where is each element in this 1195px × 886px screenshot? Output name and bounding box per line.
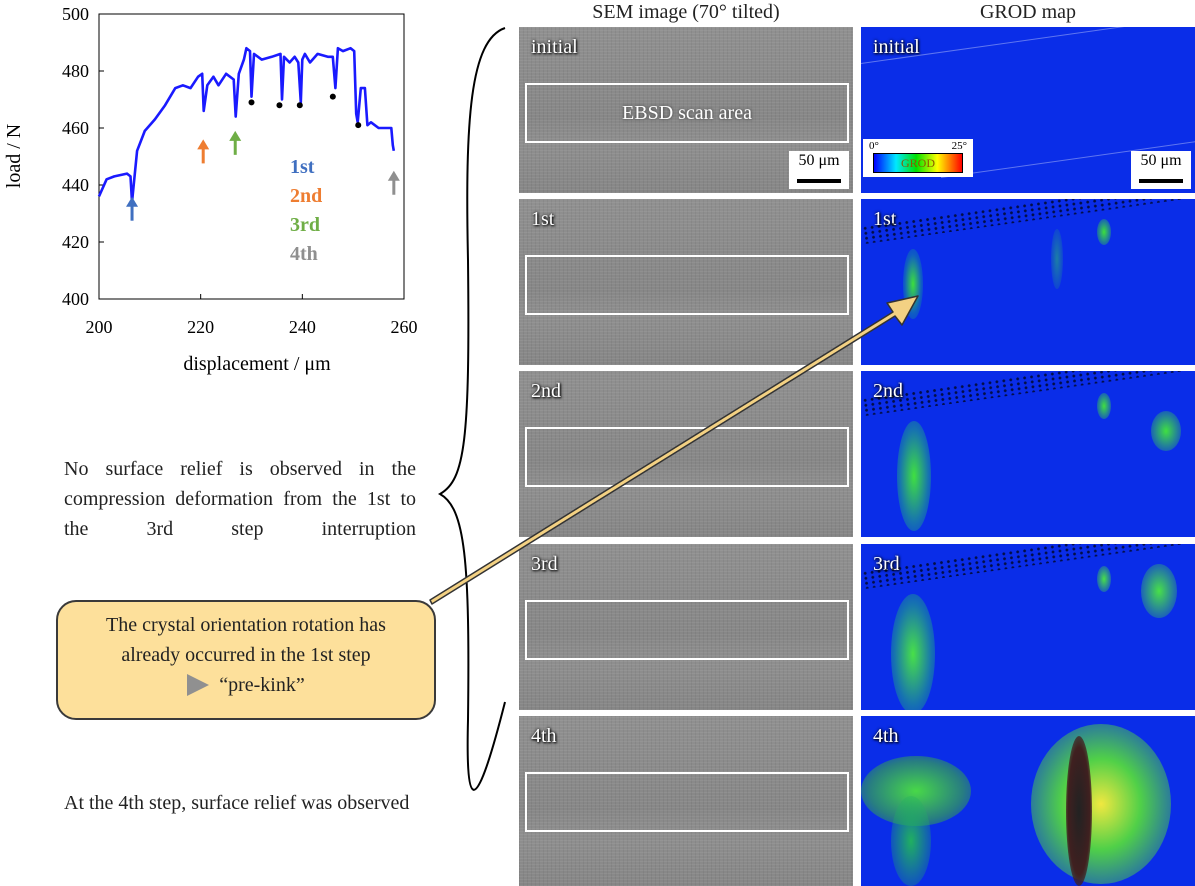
triangle-arrow-icon: [187, 674, 210, 696]
y-tick-label: 480: [62, 61, 89, 81]
scan-area-label: EBSD scan area: [622, 102, 752, 124]
sem-panel-initial: initial EBSD scan area 50 μm: [519, 27, 853, 193]
interruption-point: [355, 122, 362, 129]
panel-label: 3rd: [531, 553, 558, 575]
x-axis-label: displacement / μm: [183, 353, 331, 375]
panel-label: initial: [873, 36, 920, 58]
plot-frame: [98, 13, 405, 300]
callout-line-1: The crystal orientation rotation has: [106, 614, 386, 636]
pre-kink-callout: The crystal orientation rotation has alr…: [56, 600, 436, 720]
y-tick-label: 400: [62, 289, 89, 309]
grod-column-header: GROD map: [979, 1, 1077, 23]
scale-bar: 50 μm: [1131, 151, 1191, 189]
sem-panel-1st: 1st: [519, 199, 853, 365]
y-tick-label: 460: [62, 118, 89, 138]
interruption-point: [296, 102, 303, 109]
y-tick-label: 440: [62, 175, 89, 195]
ebsd-scan-box: [525, 427, 849, 487]
callout-line-3: “pre-kink”: [219, 674, 305, 696]
y-tick-label: 500: [62, 4, 89, 24]
no-relief-note: No surface relief is observed in the com…: [64, 458, 416, 540]
grod-panel-1st: 1st: [861, 199, 1195, 365]
legend-entry-3rd: 3rd: [290, 214, 320, 236]
x-tick-label: 240: [289, 317, 316, 337]
legend-entry-2nd: 2nd: [290, 185, 322, 207]
sem-panel-3rd: 3rd: [519, 544, 853, 710]
legend-max: 25°: [951, 140, 967, 152]
y-axis-label: load / N: [3, 124, 25, 188]
grod-panel-initial: initial 0° 25° GROD 50 μm: [861, 27, 1195, 193]
grod-panel-2nd: 2nd: [861, 371, 1195, 537]
x-ticks: 200 220 240 260: [86, 294, 418, 337]
interruption-points: [248, 93, 362, 129]
step-arrow-3rd: [229, 130, 242, 155]
x-tick-label: 260: [391, 317, 418, 337]
sem-panel-4th: 4th: [519, 716, 853, 886]
ebsd-scan-box: [525, 255, 849, 315]
fourth-step-note: At the 4th step, surface relief was obse…: [64, 792, 410, 814]
legend-min: 0°: [869, 140, 879, 152]
legend-entry-4th: 4th: [290, 243, 318, 265]
ebsd-scan-box: EBSD scan area: [525, 83, 849, 143]
step-legend: 1st 2nd 3rd 4th: [290, 156, 322, 265]
load-curve: [97, 46, 396, 204]
scale-bar-label: 50 μm: [798, 152, 840, 169]
interruption-point: [329, 93, 336, 100]
panel-label: 1st: [531, 208, 555, 230]
load-displacement-chart: 400 420 440 460 480 500 200 220 240 260 1st 2nd 3r…: [3, 4, 418, 375]
grod-color-legend: 0° 25° GROD: [863, 139, 973, 177]
grod-panel-4th: 4th: [861, 716, 1195, 886]
interruption-point: [276, 102, 283, 109]
y-tick-label: 420: [62, 232, 89, 252]
scale-bar-label: 50 μm: [1140, 152, 1182, 169]
panel-label: initial: [531, 36, 578, 58]
sem-column-header: SEM image (70° tilted): [592, 1, 780, 23]
panel-label: 2nd: [531, 380, 561, 402]
y-ticks: 400 420 440 460 480 500: [62, 4, 104, 309]
sem-panel-2nd: 2nd: [519, 371, 853, 537]
legend-gradient: GROD: [873, 153, 963, 173]
callout-line-2: already occurred in the 1st step: [121, 644, 371, 666]
step-markers: [126, 130, 400, 221]
scale-bar: 50 μm: [789, 151, 849, 189]
step-arrow-4th: [387, 170, 400, 195]
x-tick-label: 220: [187, 317, 214, 337]
ebsd-scan-box: [525, 600, 849, 660]
grod-panel-3rd: 3rd: [861, 544, 1195, 710]
ebsd-scan-box: [525, 772, 849, 832]
legend-entry-1st: 1st: [290, 156, 315, 178]
panel-label: 4th: [873, 725, 899, 747]
step-arrow-2nd: [197, 139, 210, 164]
panel-label: 4th: [531, 725, 557, 747]
interruption-point: [248, 99, 255, 106]
curly-brace: [437, 27, 506, 791]
x-tick-label: 200: [86, 317, 113, 337]
step-arrow-1st: [126, 196, 139, 221]
